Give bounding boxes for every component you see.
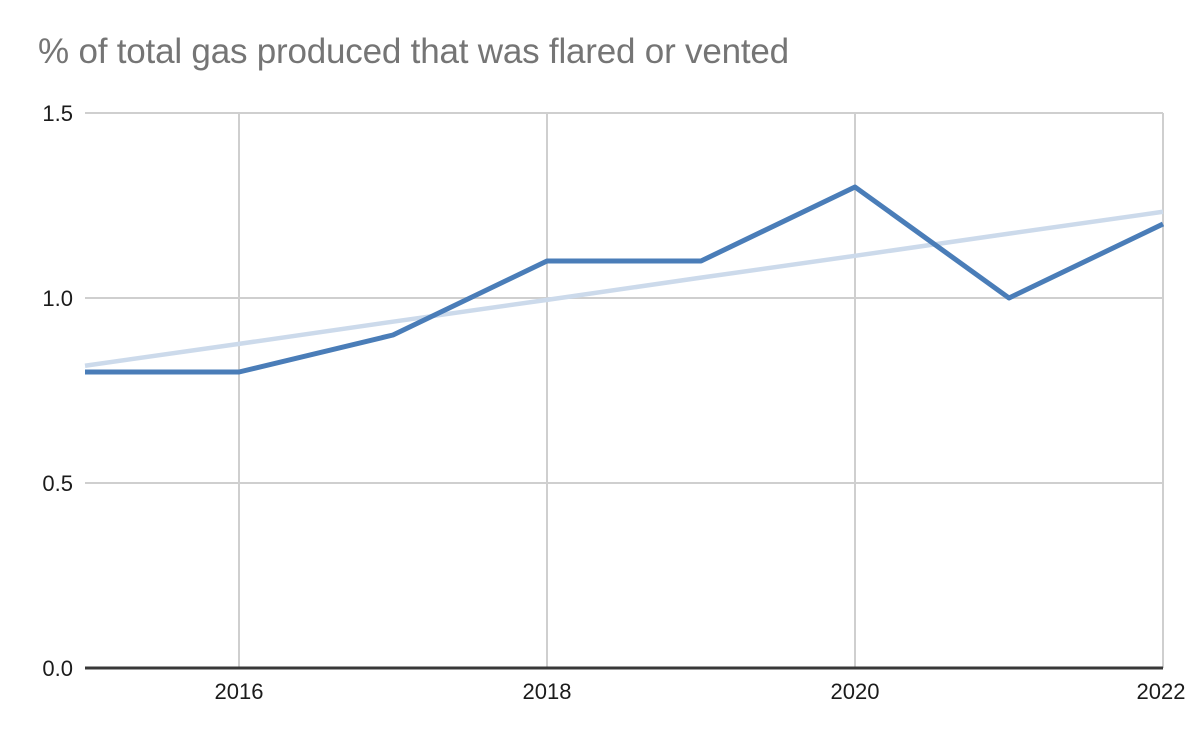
x-tick-label: 2016: [215, 679, 264, 704]
x-tick-label: 2022: [1137, 679, 1186, 704]
trend-line: [84, 209, 1164, 368]
x-tick-label: 2018: [523, 679, 572, 704]
data-series-line: [85, 184, 1165, 375]
y-tick-label: 1.5: [42, 101, 73, 126]
x-tick-label: 2020: [831, 679, 880, 704]
y-tick-label: 1.0: [42, 286, 73, 311]
y-tick-label: 0.5: [42, 471, 73, 496]
y-tick-label: 0.0: [42, 656, 73, 681]
chart-title: % of total gas produced that was flared …: [38, 32, 789, 71]
